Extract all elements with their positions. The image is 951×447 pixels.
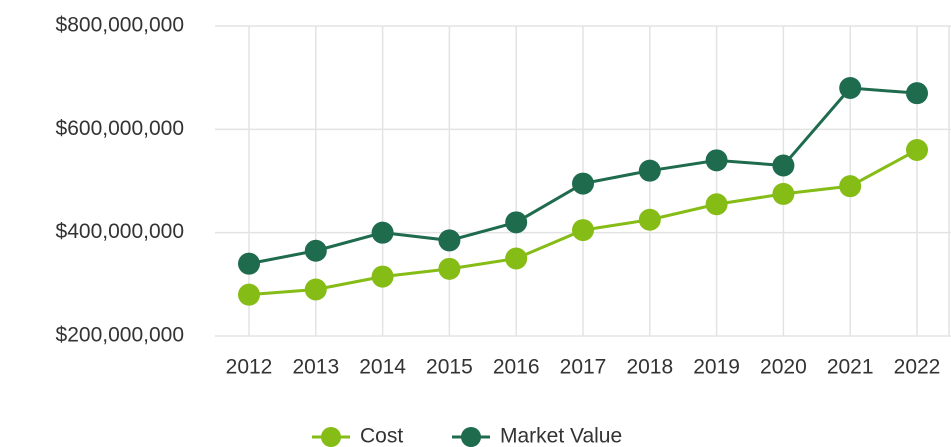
point	[638, 159, 661, 182]
point	[304, 239, 327, 262]
point	[839, 175, 862, 198]
legend-marker	[321, 427, 341, 447]
point	[638, 208, 661, 231]
point	[238, 283, 260, 306]
y-tick-label: $200,000,000	[56, 324, 184, 347]
x-tick-label: 2012	[226, 356, 273, 379]
point	[572, 172, 594, 195]
point	[438, 229, 461, 252]
point	[505, 211, 528, 234]
x-tick-label: 2015	[426, 356, 473, 379]
point	[238, 252, 260, 275]
point	[705, 149, 728, 172]
x-tick-label: 2020	[760, 356, 807, 379]
y-tick-label: $800,000,000	[56, 14, 184, 37]
x-tick-label: 2022	[894, 356, 941, 379]
x-tick-label: 2013	[292, 356, 339, 379]
point	[772, 154, 795, 177]
point	[705, 193, 728, 216]
point	[438, 257, 461, 280]
point	[371, 221, 394, 244]
legend-marker	[461, 427, 481, 447]
x-tick-label: 2014	[359, 356, 406, 379]
x-tick-label: 2019	[693, 356, 740, 379]
point	[839, 77, 862, 99]
point	[906, 82, 928, 105]
x-tick-label: 2021	[827, 356, 874, 379]
y-tick-label: $400,000,000	[56, 220, 184, 243]
point	[906, 139, 928, 161]
x-tick-label: 2016	[493, 356, 540, 379]
x-tick-label: 2018	[626, 356, 673, 379]
point	[371, 265, 394, 288]
legend-label: Cost	[360, 425, 403, 447]
point	[505, 247, 528, 270]
point	[772, 182, 795, 205]
point	[304, 278, 327, 301]
x-tick-label: 2017	[560, 356, 607, 379]
point	[572, 219, 594, 242]
legend-label: Market Value	[500, 425, 622, 447]
y-tick-label: $600,000,000	[56, 117, 184, 140]
